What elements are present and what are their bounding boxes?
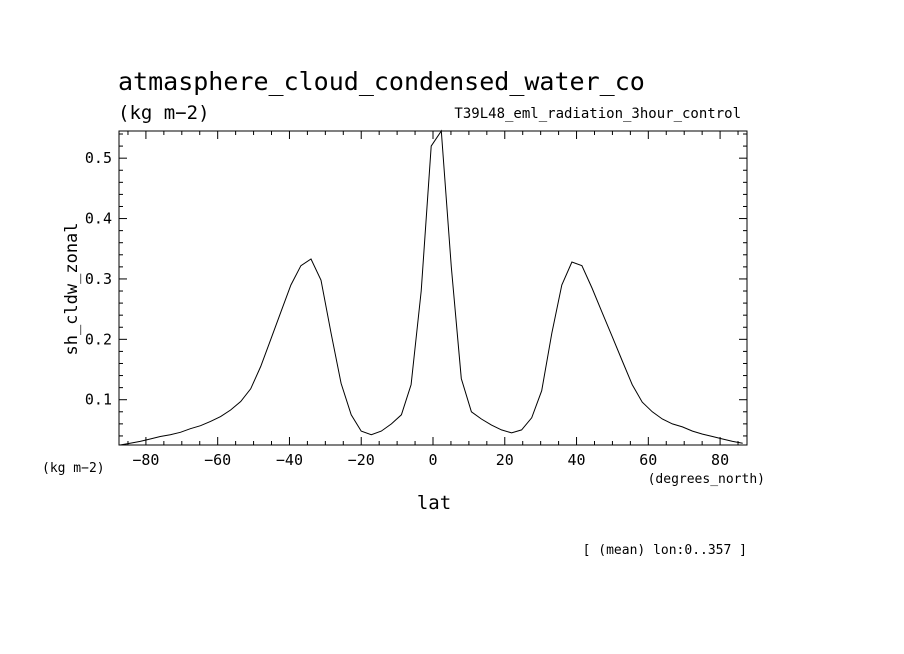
y-tick-label: 0.5 — [85, 149, 112, 167]
series-line — [120, 129, 743, 446]
x-tick-label: −80 — [132, 451, 159, 469]
footnote: [ (mean) lon:0..357 ] — [583, 543, 747, 558]
y-tick-label: 0.2 — [85, 330, 112, 348]
x-tick-label: −60 — [204, 451, 231, 469]
x-tick-label: 60 — [639, 451, 657, 469]
x-tick-label: 80 — [711, 451, 729, 469]
x-tick-label: −20 — [348, 451, 375, 469]
x-tick-label: 0 — [428, 451, 437, 469]
chart-subtitle: T39L48_eml_radiation_3hour_control — [454, 106, 741, 122]
x-axis-label: lat — [417, 492, 451, 514]
y-tick-label: 0.1 — [85, 391, 112, 409]
y-tick-label: 0.3 — [85, 270, 112, 288]
plot-area: −80 −60 −40 −20 0 20 40 60 80 0.1 0.2 0.3 0.4 0.5 — [85, 129, 748, 469]
chart-title: atmasphere_cloud_condensed_water_co — [118, 67, 645, 96]
x-tick-label: −40 — [276, 451, 303, 469]
x-tick-label: 40 — [568, 451, 586, 469]
y-axis-units: (kg m−2) — [42, 461, 105, 476]
x-tick-label: 20 — [496, 451, 514, 469]
chart-units: (kg m−2) — [118, 102, 210, 124]
y-tick-label: 0.4 — [85, 210, 112, 228]
x-axis-units: (degrees_north) — [648, 472, 765, 487]
y-axis-label: sh_cldw_zonal — [62, 222, 82, 355]
plot-frame — [118, 130, 748, 446]
